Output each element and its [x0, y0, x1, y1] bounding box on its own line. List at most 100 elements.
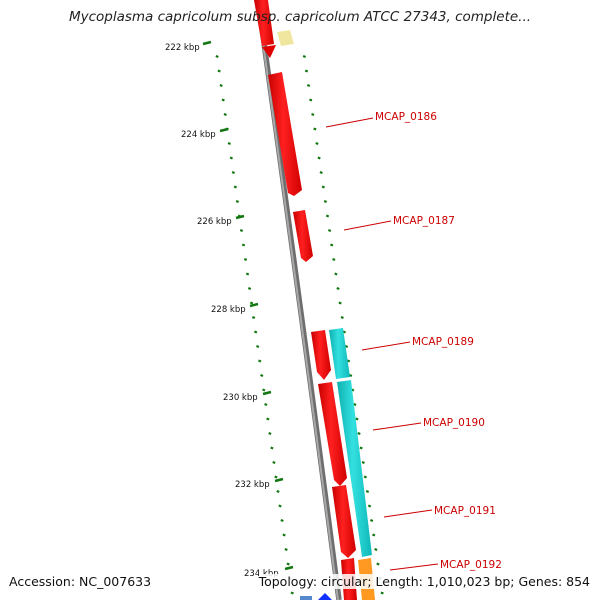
track-dot	[367, 504, 372, 508]
track-dot	[251, 315, 256, 320]
track-dot	[239, 228, 244, 233]
track-dot	[359, 446, 363, 450]
gene-feature[interactable]	[254, 0, 274, 46]
track-dot	[217, 69, 221, 73]
track-dot	[278, 504, 282, 508]
track-dot	[336, 286, 340, 291]
track-dot	[302, 54, 307, 59]
track-dot	[306, 83, 311, 88]
track-dot	[315, 141, 319, 146]
gene-label-mcap-0190[interactable]: MCAP_0190	[423, 417, 485, 429]
track-dot	[247, 286, 252, 291]
label-leader	[325, 117, 374, 128]
cds-feature-mcap-0190[interactable]	[337, 380, 372, 557]
track-dot	[270, 446, 274, 450]
track-dot	[340, 315, 344, 320]
ruler-tick-label-228: 228 kbp	[211, 305, 246, 315]
map-title: Mycoplasma capricolum subsp. capricolum …	[68, 9, 532, 25]
track-dot	[276, 489, 280, 494]
track-dot	[374, 547, 378, 552]
track-dot	[372, 533, 376, 537]
gene-feature-mcap-0187[interactable]	[293, 210, 313, 262]
feature-track-outer	[302, 54, 384, 595]
genome-backbone-highlight	[256, 0, 339, 600]
track-dot	[323, 199, 328, 204]
ruler-tick	[219, 127, 229, 133]
label-leader	[383, 509, 433, 518]
gene-feature-yellow[interactable]	[277, 30, 294, 46]
ruler-tick-label-222: 222 kbp	[165, 43, 200, 53]
track-dot	[311, 112, 315, 117]
label-leader	[361, 341, 411, 351]
track-dot	[284, 547, 288, 552]
track-dot	[241, 243, 246, 247]
ruler-tick	[274, 477, 284, 483]
ruler-tick-label-230: 230 kbp	[223, 393, 258, 403]
track-dot	[334, 272, 338, 276]
ruler-tick-label-224: 224 kbp	[181, 130, 216, 140]
track-dot	[338, 301, 342, 305]
gene-label-mcap-0187[interactable]: MCAP_0187	[393, 215, 455, 227]
ruler-tick-label-232: 232 kbp	[235, 480, 270, 490]
ruler-tick	[235, 214, 245, 220]
gene-label-mcap-0192[interactable]: MCAP_0192	[440, 559, 502, 571]
track-dot	[369, 518, 374, 523]
ruler-tick	[249, 302, 259, 308]
track-dot	[231, 170, 235, 175]
gene-label-mcap-0189[interactable]: MCAP_0189	[412, 336, 474, 348]
track-dot	[235, 199, 240, 204]
gene-arrowhead	[262, 45, 276, 58]
track-dot	[332, 257, 336, 262]
track-dot	[274, 475, 278, 479]
track-dot	[346, 359, 351, 363]
track-dot	[319, 170, 323, 175]
track-dot	[268, 431, 272, 436]
track-dot	[254, 330, 258, 334]
track-dot	[376, 562, 380, 566]
track-dot	[215, 54, 219, 59]
track-dot	[363, 475, 368, 479]
track-dot	[256, 344, 260, 349]
track-dot	[317, 156, 321, 160]
track-dot	[365, 489, 370, 494]
track-dot	[221, 98, 225, 102]
track-dot	[286, 562, 290, 566]
track-dot	[355, 417, 359, 421]
ruler-tick	[262, 390, 272, 396]
gene-label-mcap-0186[interactable]: MCAP_0186	[375, 111, 437, 123]
label-leader	[372, 422, 422, 431]
gene-feature-mcap-0191-red[interactable]	[332, 485, 356, 558]
cds-feature-mcap-0189[interactable]	[329, 328, 350, 379]
gene-feature-mcap-0190-red[interactable]	[318, 382, 347, 486]
track-dot	[229, 156, 233, 160]
label-leader	[389, 563, 439, 571]
track-dot	[243, 257, 248, 262]
track-dot	[357, 431, 361, 436]
track-dot	[380, 591, 384, 595]
gene-feature-mcap-0186[interactable]	[268, 72, 302, 196]
gene-features	[254, 0, 375, 600]
label-leader	[343, 220, 392, 231]
track-dot	[264, 402, 268, 407]
track-dot	[262, 388, 266, 392]
track-dot	[361, 460, 365, 465]
track-dot	[325, 214, 330, 218]
ruler-tick	[284, 565, 294, 571]
track-dot	[258, 359, 262, 363]
genome-summary-text: Topology: circular; Length: 1,010,023 bp…	[258, 574, 590, 589]
track-dot	[290, 591, 294, 595]
track-dot	[245, 272, 250, 276]
gene-labels: MCAP_0186 MCAP_0187 MCAP_0189 MCAP_0190 …	[325, 111, 502, 571]
track-dot	[272, 460, 276, 465]
gene-label-mcap-0191[interactable]: MCAP_0191	[434, 505, 496, 517]
track-dot	[330, 243, 334, 247]
track-dot	[266, 417, 270, 421]
gene-feature-mcap-0189-red[interactable]	[311, 330, 331, 380]
track-dot	[327, 228, 332, 233]
track-dot	[223, 112, 227, 117]
track-dot	[353, 402, 357, 407]
track-dot	[309, 98, 313, 102]
track-dot	[260, 373, 264, 378]
track-dot	[321, 185, 325, 189]
